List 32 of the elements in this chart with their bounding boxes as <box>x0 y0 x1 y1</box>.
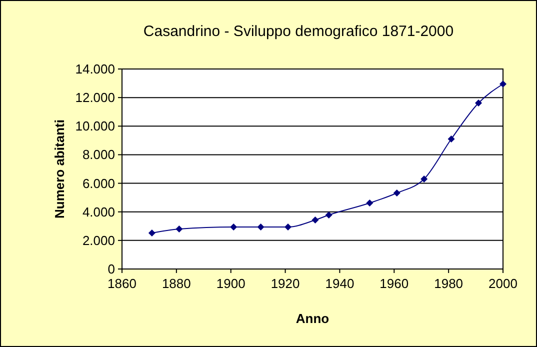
point <box>420 176 428 182</box>
point <box>312 216 319 224</box>
x-tick-label: 1880 <box>162 276 191 291</box>
point <box>325 212 332 218</box>
point <box>393 190 400 196</box>
y-tick-label: 10.000 <box>75 118 115 134</box>
y-tick-label: 0 <box>108 262 115 276</box>
y-tick-label: 14.000 <box>75 62 115 76</box>
x-tick-label: 1960 <box>380 276 409 291</box>
point <box>475 100 482 106</box>
x-tick-label: 1860 <box>108 276 136 291</box>
y-tick-label: 12.000 <box>75 90 115 106</box>
x-tick-label: 1940 <box>325 276 354 291</box>
y-tick-label: 8.000 <box>82 147 115 162</box>
point <box>448 136 455 142</box>
point <box>176 226 183 232</box>
y-tick-label: 2.000 <box>82 232 115 248</box>
point <box>366 200 374 206</box>
y-axis-title: Numero abitanti <box>52 120 67 218</box>
point <box>284 224 292 230</box>
point <box>148 230 156 236</box>
x-tick-label: 1920 <box>270 276 300 291</box>
x-tick-label: 2000 <box>488 276 518 291</box>
point <box>257 224 264 230</box>
y-tick-label: 4.000 <box>82 204 115 220</box>
y-tick-label: 6.000 <box>82 176 115 191</box>
x-tick-label: 1900 <box>216 276 246 291</box>
point <box>500 80 506 88</box>
chart-title: Casandrino - Sviluppo demografico 1871-2000 <box>143 23 454 40</box>
x-tick-label: 1980 <box>434 276 464 291</box>
point <box>230 224 238 230</box>
x-axis-title: Anno <box>296 311 330 326</box>
